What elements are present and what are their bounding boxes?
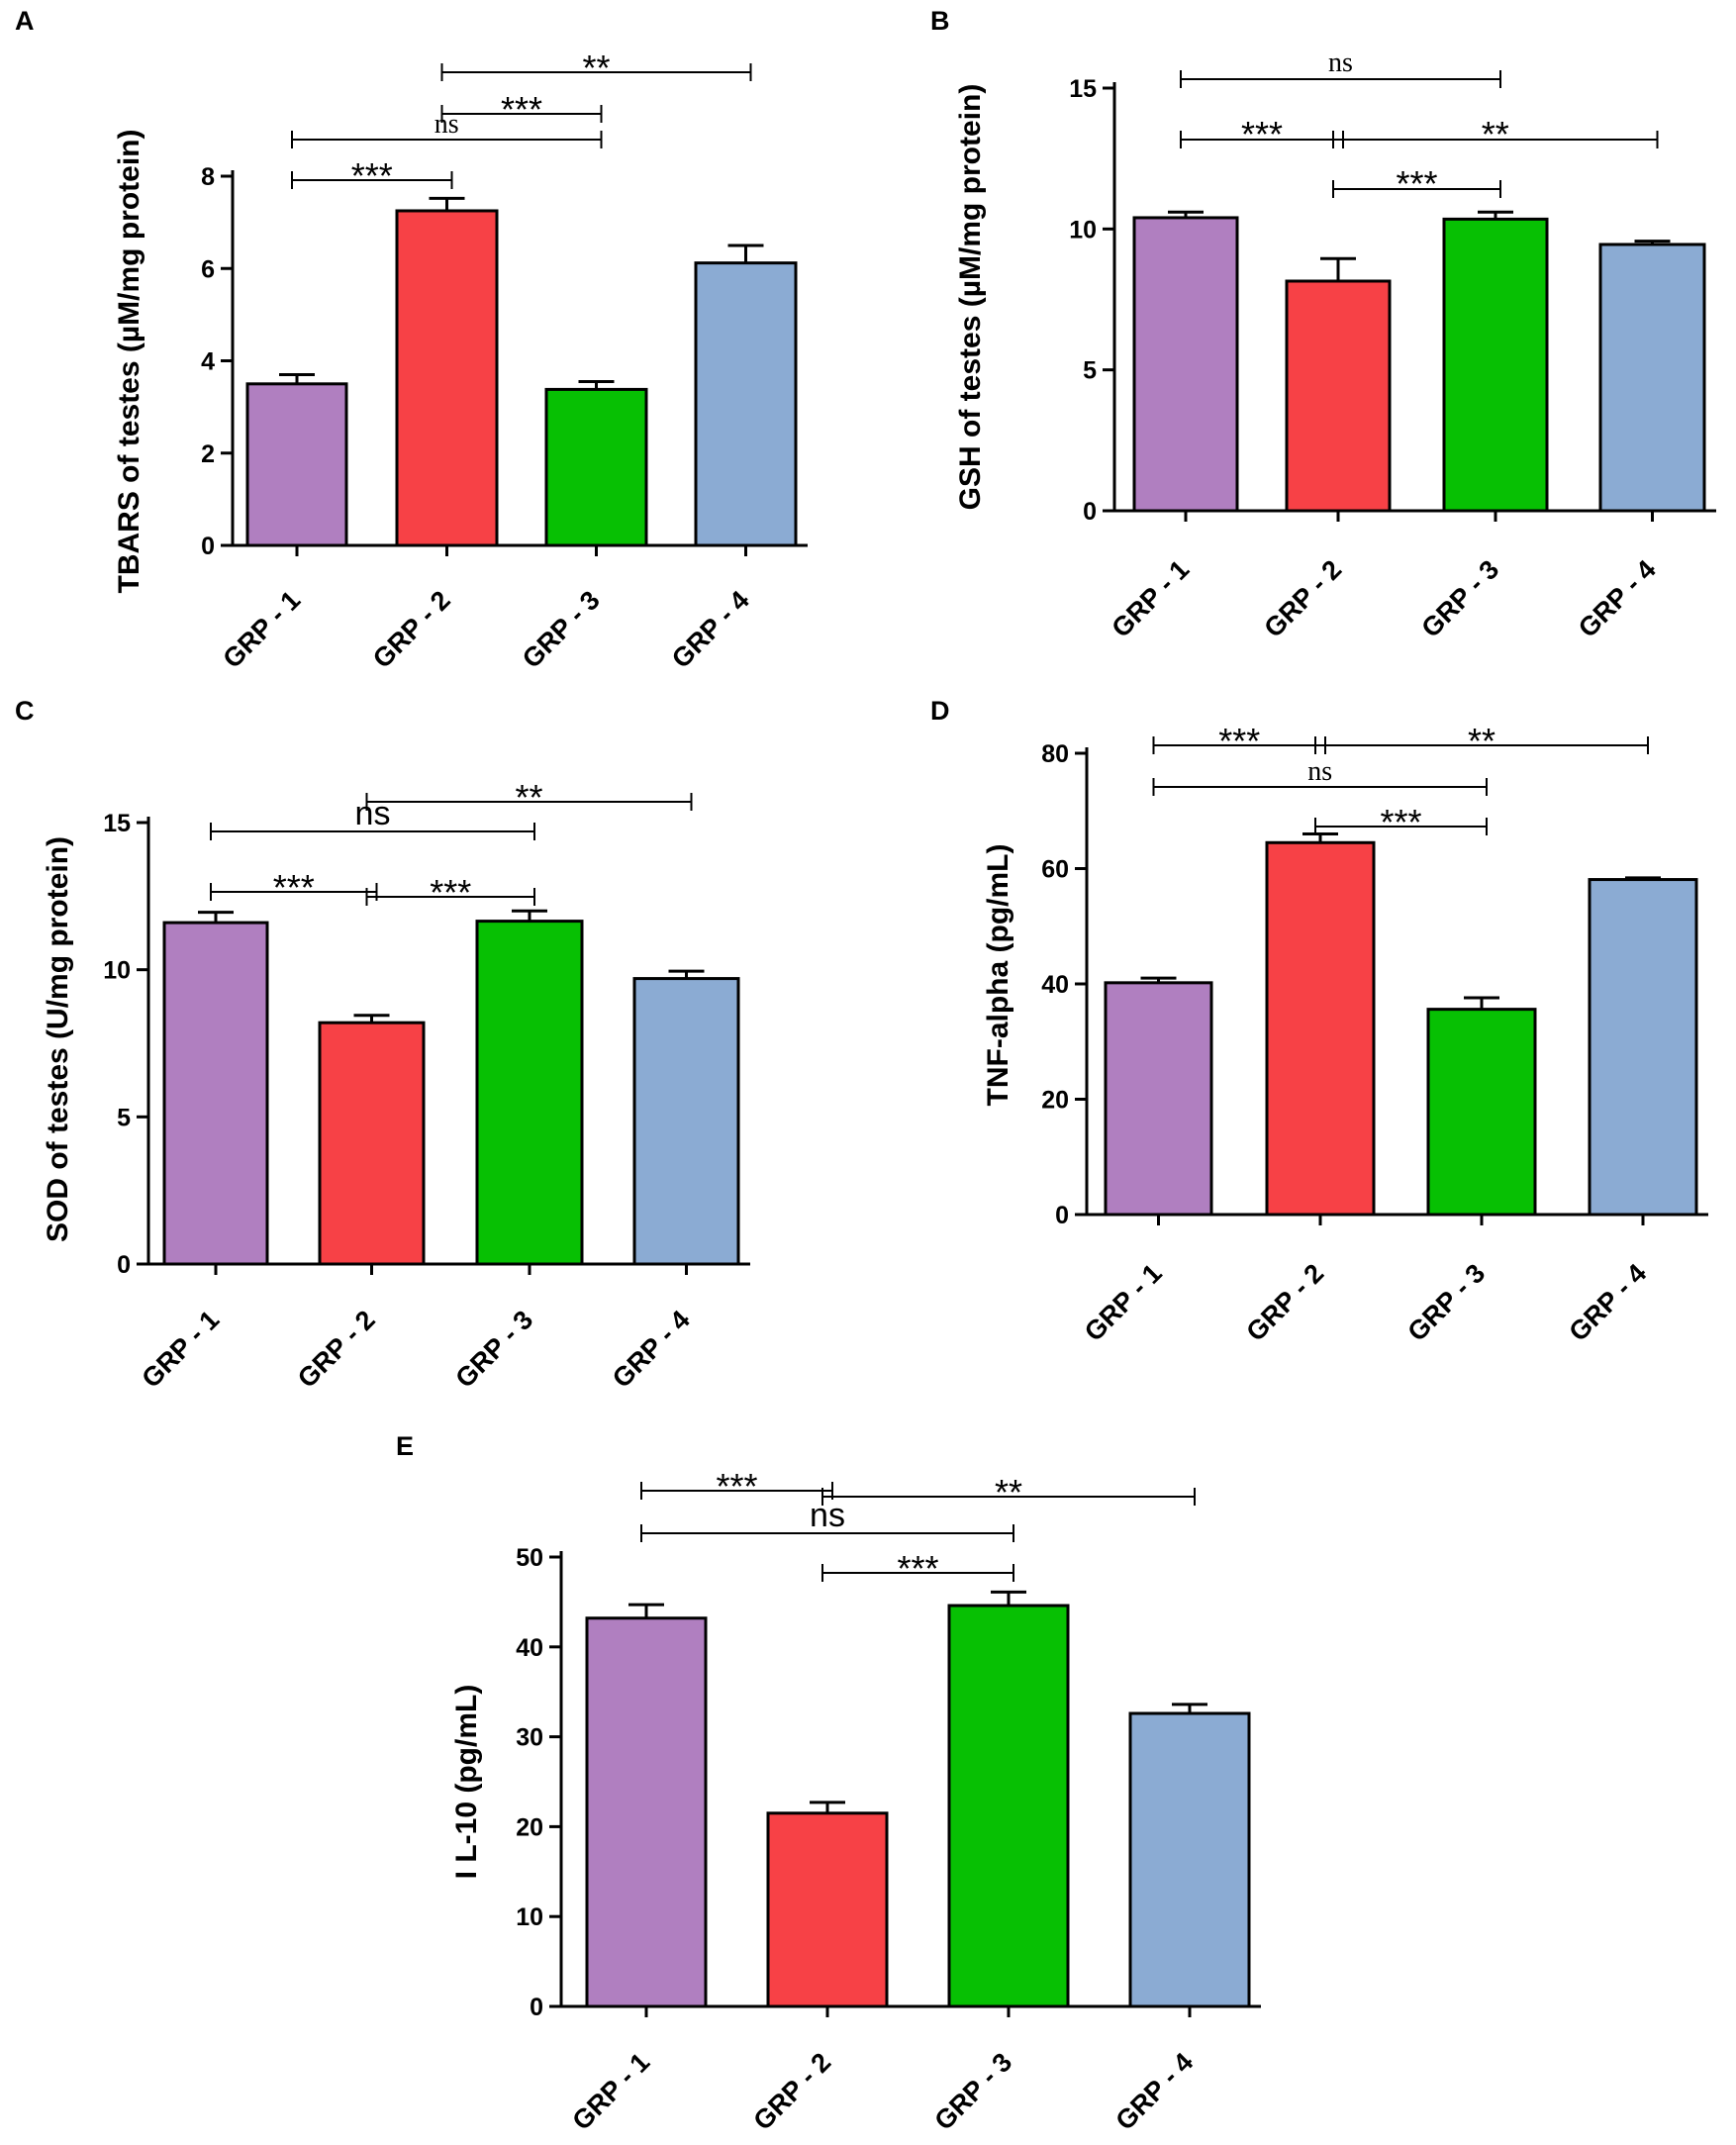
category-label-1: GRP - 1 xyxy=(1106,554,1195,643)
y-axis-title: I L-10 (pg/mL) xyxy=(450,1685,483,1880)
significance-label: ** xyxy=(1468,721,1495,761)
bar-4 xyxy=(1588,878,1698,1217)
category-label-2: GRP - 2 xyxy=(367,585,456,674)
y-tick-label: 15 xyxy=(103,810,131,837)
significance-label: ns xyxy=(355,795,391,832)
chart-panel-c: C 0 5 10 15 SOD of testes (U/mg protein) GRP -… xyxy=(15,696,750,1394)
bar-2 xyxy=(1285,279,1392,513)
category-label-2: GRP - 2 xyxy=(292,1305,381,1394)
significance-label: ** xyxy=(515,777,542,818)
y-tick-label: 80 xyxy=(1041,740,1069,768)
y-axis-title: GSH of testes (µM/mg protein) xyxy=(954,84,987,511)
y-tick-label: 5 xyxy=(117,1104,131,1131)
y-tick-label: 40 xyxy=(516,1634,543,1662)
chart-panel-e: E 0 10 20 30 40 50 I L-10 (pg/mL) GRP - 1 GRP - 2… xyxy=(396,1431,1261,2136)
category-label-3: GRP - 3 xyxy=(449,1305,538,1394)
category-label-3: GRP - 3 xyxy=(1401,1258,1491,1347)
significance-label: ns xyxy=(1328,48,1353,78)
significance-label: *** xyxy=(1218,721,1260,761)
category-label-4: GRP - 4 xyxy=(1573,554,1662,643)
significance-label: *** xyxy=(1396,163,1437,204)
significance-label: *** xyxy=(1241,114,1283,154)
panel-letter-d: D xyxy=(930,696,950,726)
significance-label: *** xyxy=(1380,802,1421,842)
bar-1 xyxy=(1104,981,1213,1217)
significance-label: *** xyxy=(430,872,471,913)
y-axis-title: SOD of testes (U/mg protein) xyxy=(42,836,74,1242)
y-tick-label: 4 xyxy=(201,348,215,376)
category-label-1: GRP - 1 xyxy=(217,585,306,674)
significance-label: ns xyxy=(810,1497,845,1534)
bar-3 xyxy=(475,920,584,1266)
bar-4 xyxy=(1598,243,1706,513)
y-tick-label: 20 xyxy=(516,1813,543,1841)
significance-label: *** xyxy=(897,1548,938,1589)
category-label-1: GRP - 1 xyxy=(136,1305,225,1394)
significance-label: ** xyxy=(995,1472,1022,1512)
y-tick-label: 10 xyxy=(103,957,131,985)
category-label-4: GRP - 4 xyxy=(607,1305,696,1394)
category-label-4: GRP - 4 xyxy=(666,585,755,674)
significance-label: ** xyxy=(1482,114,1509,154)
y-axis-title: TBARS of testes (µM/mg protein) xyxy=(113,130,145,594)
y-tick-label: 0 xyxy=(201,533,215,560)
category-label-1: GRP - 1 xyxy=(1079,1258,1168,1347)
y-axis-title: TNF-alpha (pg/mL) xyxy=(982,844,1014,1107)
category-label-2: GRP - 2 xyxy=(747,2047,836,2136)
bar-4 xyxy=(694,261,798,547)
bar-3 xyxy=(947,1604,1070,2008)
y-tick-label: 10 xyxy=(516,1903,543,1931)
y-tick-label: 40 xyxy=(1041,971,1069,999)
category-label-3: GRP - 3 xyxy=(517,585,606,674)
chart-panel-a: A 0 2 4 6 8 TBARS of testes (µM/mg protein) GRP… xyxy=(15,6,808,674)
bar-1 xyxy=(585,1616,708,2008)
bar-2 xyxy=(1265,840,1376,1217)
bar-4 xyxy=(1128,1711,1251,2008)
significance-label: *** xyxy=(273,867,315,908)
y-tick-label: 30 xyxy=(516,1724,543,1752)
bar-4 xyxy=(632,977,740,1266)
significance-label: ns xyxy=(1307,756,1332,787)
bar-2 xyxy=(395,209,499,547)
y-tick-label: 15 xyxy=(1069,75,1097,103)
y-tick-label: 50 xyxy=(516,1544,543,1572)
bar-1 xyxy=(162,921,269,1266)
bar-2 xyxy=(318,1021,426,1266)
y-tick-label: 0 xyxy=(117,1251,131,1279)
significance-label: *** xyxy=(716,1466,757,1507)
significance-label: *** xyxy=(501,89,542,130)
panel-letter-e: E xyxy=(396,1431,414,1461)
y-tick-label: 8 xyxy=(201,163,215,191)
bar-3 xyxy=(1426,1008,1537,1217)
y-tick-label: 2 xyxy=(201,440,215,468)
y-tick-label: 0 xyxy=(1055,1202,1069,1229)
y-tick-label: 10 xyxy=(1069,216,1097,244)
category-label-4: GRP - 4 xyxy=(1109,2047,1199,2136)
y-tick-label: 0 xyxy=(1083,498,1097,526)
chart-panel-b: B 0 5 10 15 GSH of testes (µM/mg protein) GRP … xyxy=(930,6,1716,643)
chart-panel-d: D 0 20 40 60 80 TNF-alpha (pg/mL) GRP - 1 GRP - … xyxy=(930,696,1708,1347)
bar-3 xyxy=(1442,217,1549,513)
category-label-3: GRP - 3 xyxy=(928,2047,1017,2136)
panel-letter-b: B xyxy=(930,6,950,36)
panel-letter-c: C xyxy=(15,696,35,726)
panel-letter-a: A xyxy=(15,6,35,36)
category-label-3: GRP - 3 xyxy=(1415,554,1504,643)
y-tick-label: 5 xyxy=(1083,357,1097,385)
bar-3 xyxy=(544,387,648,547)
significance-label: *** xyxy=(351,155,393,196)
category-label-2: GRP - 2 xyxy=(1240,1258,1329,1347)
bar-1 xyxy=(245,382,348,547)
category-label-1: GRP - 1 xyxy=(566,2047,655,2136)
y-tick-label: 6 xyxy=(201,255,215,283)
y-tick-label: 60 xyxy=(1041,856,1069,884)
y-tick-label: 0 xyxy=(530,1994,543,2021)
category-label-4: GRP - 4 xyxy=(1563,1258,1652,1347)
category-label-2: GRP - 2 xyxy=(1258,554,1347,643)
bar-1 xyxy=(1132,216,1239,513)
significance-label: ** xyxy=(582,48,610,88)
bar-2 xyxy=(766,1811,889,2008)
y-tick-label: 20 xyxy=(1041,1087,1069,1115)
